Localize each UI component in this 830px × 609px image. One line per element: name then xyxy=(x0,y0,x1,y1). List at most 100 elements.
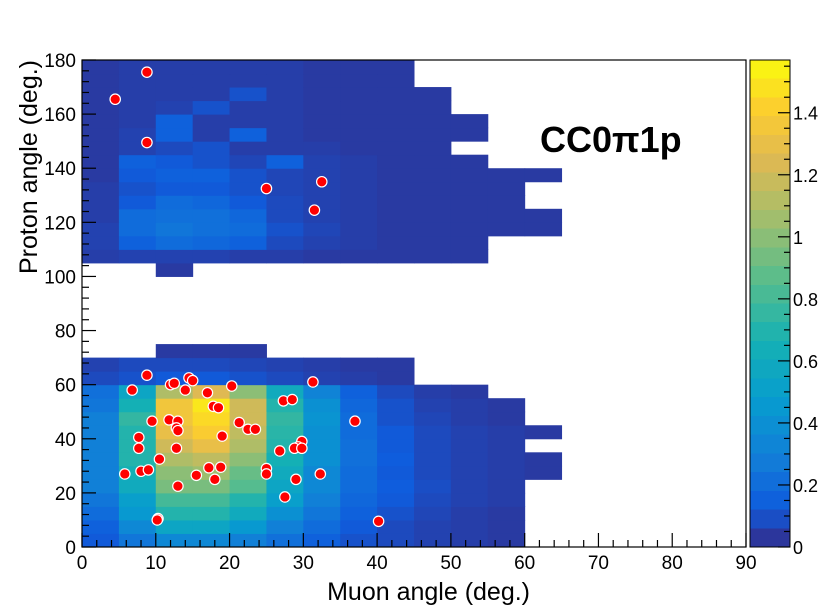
heatmap-cell xyxy=(118,181,157,196)
heatmap-cell xyxy=(82,533,120,548)
heatmap-cell xyxy=(155,181,194,196)
heatmap-cell xyxy=(414,452,452,467)
heatmap-cell xyxy=(192,438,231,453)
heatmap-cell xyxy=(303,452,341,467)
heatmap-cell xyxy=(303,235,341,250)
heatmap-cell xyxy=(377,357,415,372)
heatmap-cell xyxy=(82,398,120,413)
heatmap-cell xyxy=(340,141,378,156)
heatmap-cell xyxy=(340,87,378,102)
heatmap-cell xyxy=(192,154,231,169)
heatmap-cell xyxy=(303,154,341,169)
y-tick-label: 100 xyxy=(44,267,76,288)
heatmap-cell xyxy=(340,425,378,440)
heatmap-cell xyxy=(340,235,378,250)
heatmap-cell xyxy=(450,222,489,237)
heatmap-cell xyxy=(377,100,415,115)
data-point xyxy=(216,430,228,442)
heatmap-cell xyxy=(414,438,452,453)
heatmap-cells xyxy=(82,59,563,548)
data-point xyxy=(273,445,286,457)
heatmap-cell xyxy=(118,357,157,372)
heatmap-cell xyxy=(414,168,452,183)
heatmap-cell xyxy=(118,114,157,129)
heatmap-cell xyxy=(450,438,489,453)
data-point xyxy=(170,442,183,455)
heatmap-cell xyxy=(266,533,304,548)
heatmap-cell xyxy=(414,411,452,426)
heatmap-cell xyxy=(377,492,415,507)
heatmap-cell xyxy=(340,492,378,507)
heatmap-cell xyxy=(450,208,489,223)
heatmap-cell xyxy=(155,357,194,372)
heatmap-cell xyxy=(192,249,231,264)
heatmap-cell xyxy=(303,181,341,196)
x-tick-label: 40 xyxy=(367,553,388,574)
heatmap-cell xyxy=(340,533,378,548)
heatmap-cell xyxy=(303,195,341,210)
data-point xyxy=(372,515,385,528)
heatmap-cell xyxy=(82,208,120,223)
colorbar-tick-label: 1.2 xyxy=(793,166,818,186)
heatmap-cell xyxy=(192,100,231,115)
heatmap-cell xyxy=(229,100,267,115)
heatmap-cell xyxy=(229,438,267,453)
data-point xyxy=(260,182,273,195)
heatmap-cell xyxy=(303,249,341,264)
heatmap-cell xyxy=(340,506,378,521)
heatmap-cell xyxy=(414,154,452,169)
y-tick-label: 40 xyxy=(55,430,76,451)
data-point xyxy=(141,136,153,149)
heatmap-cell xyxy=(82,235,120,250)
heatmap-cell xyxy=(414,181,452,196)
colorbar-tick-label: 1 xyxy=(793,228,803,248)
heatmap-cell xyxy=(155,168,194,183)
heatmap-cell xyxy=(340,465,378,480)
heatmap-cell xyxy=(266,222,304,237)
heatmap-cell xyxy=(377,249,415,264)
heatmap-cell xyxy=(377,181,415,196)
heatmap-cell xyxy=(229,208,267,223)
heatmap-cell xyxy=(155,492,194,507)
heatmap-cell xyxy=(266,371,304,386)
heatmap-cell xyxy=(192,479,231,494)
heatmap-cell xyxy=(192,492,231,507)
heatmap-cell xyxy=(524,222,563,237)
heatmap-cell xyxy=(192,73,231,88)
heatmap-cell xyxy=(377,127,415,142)
heatmap-cell xyxy=(377,384,415,399)
heatmap-cell xyxy=(303,357,341,372)
heatmap-cell xyxy=(340,452,378,467)
heatmap-cell xyxy=(118,195,157,210)
x-tick-label: 60 xyxy=(514,553,535,574)
heatmap-cell xyxy=(229,154,267,169)
heatmap-cell xyxy=(266,60,304,75)
heatmap-cell xyxy=(303,479,341,494)
heatmap-cell xyxy=(82,114,120,129)
heatmap-cell xyxy=(377,452,415,467)
heatmap-cell xyxy=(340,249,378,264)
plot-frame xyxy=(81,59,747,548)
data-point xyxy=(186,374,199,387)
heatmap-cell xyxy=(118,249,157,264)
heatmap-cell xyxy=(82,249,120,264)
heatmap-cell xyxy=(487,506,526,521)
colorbar-tick-label: 0 xyxy=(793,538,803,558)
heatmap-cell xyxy=(192,506,231,521)
chart-title: CC0π1p xyxy=(540,119,682,160)
heatmap-cell xyxy=(450,154,489,169)
heatmap-cell xyxy=(229,519,267,534)
heatmap-cell xyxy=(340,438,378,453)
heatmap-cell xyxy=(340,357,378,372)
data-point xyxy=(168,377,181,390)
data-point xyxy=(308,204,321,216)
heatmap-cell xyxy=(303,398,341,413)
heatmap-cell xyxy=(192,195,231,210)
heatmap-cell xyxy=(266,181,304,196)
heatmap-cell xyxy=(377,398,415,413)
heatmap-cell xyxy=(229,384,267,399)
heatmap-cell xyxy=(266,100,304,115)
heatmap-cell xyxy=(303,425,341,440)
heatmap-cell xyxy=(450,452,489,467)
heatmap-cell xyxy=(377,425,415,440)
